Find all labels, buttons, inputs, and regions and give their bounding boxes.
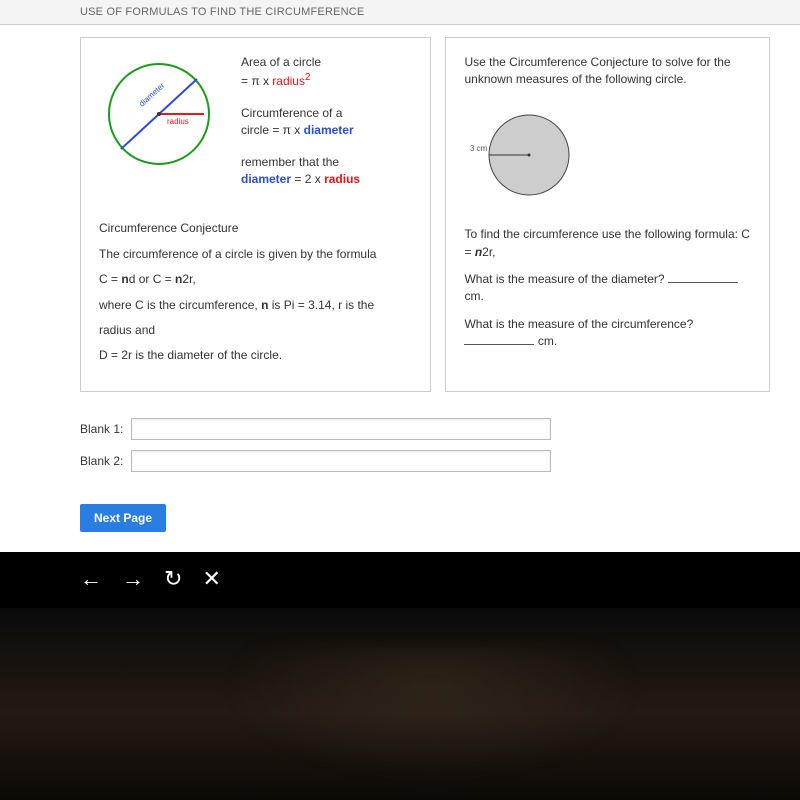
back-icon[interactable]: ← — [80, 566, 102, 592]
problem-panel: Use the Circumference Conjecture to solv… — [445, 37, 770, 392]
conjecture-radius-line: radius and — [99, 322, 412, 339]
close-icon[interactable]: ✕ — [202, 566, 220, 592]
conjecture-heading: Circumference Conjecture — [99, 220, 412, 237]
svg-text:diameter: diameter — [137, 81, 166, 109]
diagram-row: diameter radius Area of a circle = π x r… — [99, 54, 412, 202]
diameter-answer-blank — [668, 271, 738, 283]
conjecture-where: where C is the circumference, n is Pi = … — [99, 297, 412, 314]
svg-text:radius: radius — [167, 117, 189, 126]
conjecture-diameter-line: D = 2r is the diameter of the circle. — [99, 347, 412, 364]
blank2-row: Blank 2: — [80, 450, 770, 472]
page-title: USE OF FORMULAS TO FIND THE CIRCUMFERENC… — [80, 6, 364, 18]
blank1-input[interactable] — [131, 418, 551, 440]
radius-label-text: 3 cm — [470, 144, 488, 153]
blank2-input[interactable] — [131, 450, 551, 472]
circumference-answer-blank — [464, 333, 534, 345]
content-area: diameter radius Area of a circle = π x r… — [0, 25, 800, 552]
question-circumference: What is the measure of the circumference… — [464, 316, 751, 351]
area-label: Area of a circle — [241, 54, 412, 71]
conjecture-formula-line: C = nd or C = n2r, — [99, 271, 412, 288]
conjecture-intro: The circumference of a circle is given b… — [99, 246, 412, 263]
problem-figure: 3 cm — [464, 103, 751, 208]
worksheet-sheet: USE OF FORMULAS TO FIND THE CIRCUMFERENC… — [0, 0, 800, 552]
formula-stack: Area of a circle = π x radius2 Circumfer… — [241, 54, 412, 202]
next-page-button[interactable]: Next Page — [80, 504, 166, 532]
blank1-row: Blank 1: — [80, 418, 770, 440]
remember-note: remember that the diameter = 2 x radius — [241, 154, 412, 189]
answer-inputs: Blank 1: Blank 2: — [80, 418, 770, 472]
browser-nav-strip: ← → ↻ ✕ — [0, 552, 800, 608]
blank2-label: Blank 2: — [80, 454, 123, 468]
circumference-formula: Circumference of a circle = π x diameter — [241, 105, 412, 140]
reload-icon[interactable]: ↻ — [164, 566, 182, 592]
problem-circle: 3 cm — [464, 103, 584, 203]
circ-label: Circumference of a — [241, 105, 412, 122]
panel-row: diameter radius Area of a circle = π x r… — [80, 37, 770, 392]
reference-panel: diameter radius Area of a circle = π x r… — [80, 37, 431, 392]
background-photo-area — [0, 608, 800, 800]
problem-intro: Use the Circumference Conjecture to solv… — [464, 54, 751, 89]
circle-diagram: diameter radius — [99, 54, 219, 174]
blank1-label: Blank 1: — [80, 422, 123, 436]
area-formula: Area of a circle = π x radius2 — [241, 54, 412, 91]
find-formula: To find the circumference use the follow… — [464, 226, 751, 261]
page-header: USE OF FORMULAS TO FIND THE CIRCUMFERENC… — [0, 0, 800, 25]
forward-icon[interactable]: → — [122, 566, 144, 592]
question-diameter: What is the measure of the diameter? cm. — [464, 271, 751, 306]
